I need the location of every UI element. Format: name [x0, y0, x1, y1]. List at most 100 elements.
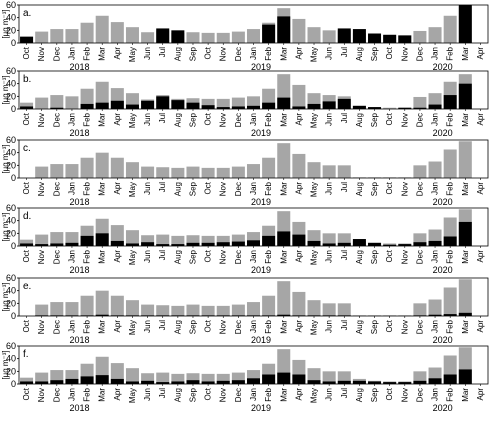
- year-label-5-2018: 2018: [70, 335, 90, 345]
- y-axis-label-6: [µg m⁻³]: [1, 350, 10, 379]
- x-tick-label-5-11: Aug: [173, 320, 182, 334]
- x-tick-label-1-16: Jan: [249, 47, 258, 60]
- bar-gray-6-20: [307, 368, 321, 384]
- x-tick-label-6-28: Jan: [431, 388, 440, 401]
- bar-gray-5-6: [95, 290, 109, 316]
- x-tick-label-6-2: Nov: [37, 388, 46, 402]
- bar-black-6-4: [65, 378, 79, 384]
- bar-black-4-20: [307, 240, 321, 246]
- panel-label-5: e.: [23, 281, 31, 292]
- panel-label-6: f.: [23, 349, 29, 360]
- bar-gray-4-3: [50, 232, 64, 246]
- bar-black-4-4: [65, 242, 79, 246]
- x-tick-label-2-8: May: [128, 113, 137, 128]
- y-axis-label-2: [µg m⁻³]: [1, 75, 10, 104]
- bar-gray-1-6: [95, 15, 109, 43]
- x-tick-label-4-27: Dec: [415, 250, 424, 264]
- bar-gray-1-7: [110, 22, 124, 43]
- bar-gray-4-21: [322, 233, 336, 246]
- x-tick-label-1-14: Nov: [219, 47, 228, 61]
- x-tick-label-2-3: Dec: [52, 113, 61, 127]
- x-tick-label-6-31: Apr: [476, 388, 485, 401]
- x-tick-label-5-2: Nov: [37, 320, 46, 334]
- x-tick-label-3-14: Nov: [219, 182, 228, 196]
- x-tick-label-2-13: Oct: [204, 112, 213, 125]
- bar-gray-3-16: [246, 164, 260, 178]
- year-label-1-2018: 2018: [70, 62, 90, 72]
- x-tick-label-5-23: Aug: [355, 320, 364, 334]
- year-label-4-2018: 2018: [70, 265, 90, 275]
- bar-black-6-19: [292, 374, 306, 384]
- bar-gray-3-5: [80, 157, 94, 178]
- x-tick-label-1-6: Mar: [98, 47, 107, 61]
- bar-black-6-14: [216, 380, 230, 384]
- bar-black-4-25: [383, 244, 397, 246]
- x-tick-label-4-18: Mar: [279, 250, 288, 264]
- bar-black-2-9: [141, 100, 155, 109]
- x-tick-label-3-16: Jan: [249, 182, 258, 195]
- bar-gray-3-8: [125, 162, 139, 178]
- x-tick-label-3-8: May: [128, 182, 137, 197]
- x-tick-label-2-18: Mar: [279, 113, 288, 127]
- x-tick-label-6-3: Dec: [52, 388, 61, 402]
- bar-gray-3-14: [216, 167, 230, 178]
- y-tick-label-3-0: 0: [11, 173, 16, 183]
- bar-gray-4-7: [110, 225, 124, 246]
- y-tick-label-1-0: 0: [11, 38, 16, 48]
- y-tick-label-3-40: 40: [6, 148, 16, 158]
- bar-gray-1-21: [322, 30, 336, 43]
- bar-gray-2-1: [20, 102, 34, 109]
- x-tick-label-2-25: Oct: [385, 112, 394, 125]
- x-tick-label-6-27: Dec: [415, 388, 424, 402]
- x-tick-label-5-31: Apr: [476, 320, 485, 333]
- x-tick-label-1-15: Dec: [234, 47, 243, 61]
- x-tick-label-6-7: Apr: [113, 388, 122, 401]
- x-tick-label-2-31: Apr: [476, 113, 485, 126]
- bar-gray-1-14: [216, 32, 230, 43]
- bar-black-6-24: [368, 381, 382, 384]
- bar-black-4-30: [458, 221, 472, 246]
- bar-black-6-9: [141, 380, 155, 384]
- bar-gray-5-10: [156, 305, 170, 316]
- bar-gray-2-13: [201, 98, 215, 109]
- bar-gray-4-12: [186, 235, 200, 246]
- bar-gray-3-10: [156, 167, 170, 178]
- bar-gray-3-22: [337, 165, 351, 178]
- year-label-6-2020: 2020: [433, 403, 453, 413]
- x-tick-label-4-25: Oct: [385, 249, 394, 262]
- y-tick-label-5-0: 0: [11, 311, 16, 321]
- bar-gray-3-27: [413, 165, 427, 178]
- x-tick-label-1-27: Dec: [415, 47, 424, 61]
- bar-black-1-11: [171, 30, 185, 43]
- bar-gray-3-28: [428, 161, 442, 178]
- x-tick-label-5-6: Mar: [98, 320, 107, 334]
- bar-gray-4-13: [201, 235, 215, 246]
- bar-gray-1-4: [65, 29, 79, 43]
- x-tick-label-2-19: Apr: [294, 113, 303, 126]
- bar-black-4-17: [262, 235, 276, 246]
- bar-black-2-23: [352, 105, 366, 109]
- bar-black-4-26: [398, 244, 412, 246]
- bar-black-6-26: [398, 382, 412, 384]
- bar-gray-4-15: [231, 234, 245, 246]
- x-tick-label-6-15: Dec: [234, 388, 243, 402]
- x-tick-label-5-12: Sep: [188, 319, 197, 334]
- bar-black-1-22: [337, 28, 351, 43]
- bar-gray-3-18: [277, 143, 291, 178]
- x-tick-label-1-9: Jun: [143, 47, 152, 60]
- bar-gray-3-30: [458, 141, 472, 178]
- x-tick-label-4-17: Feb: [264, 249, 273, 263]
- x-tick-label-3-24: Sep: [370, 181, 379, 196]
- bar-gray-3-15: [231, 166, 245, 178]
- x-tick-label-2-27: Dec: [415, 113, 424, 127]
- x-tick-label-5-16: Jan: [249, 320, 258, 333]
- bar-black-4-12: [186, 242, 200, 246]
- bar-gray-6-7: [110, 363, 124, 384]
- bar-gray-3-11: [171, 167, 185, 178]
- bar-gray-6-9: [141, 373, 155, 384]
- bar-black-1-17: [262, 24, 276, 43]
- y-tick-label-6-60: 60: [6, 341, 16, 351]
- bar-black-6-7: [110, 378, 124, 384]
- x-tick-label-6-6: Mar: [98, 388, 107, 402]
